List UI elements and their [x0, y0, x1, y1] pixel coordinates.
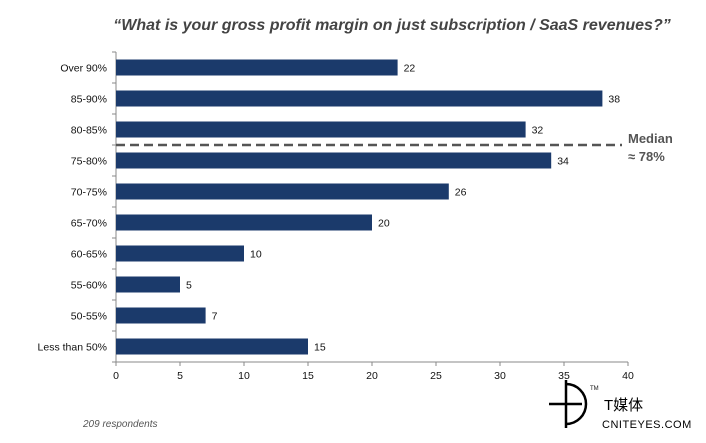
category-label: 80-85% — [71, 125, 107, 137]
bar-value-label: 15 — [314, 342, 326, 354]
category-label: Over 90% — [60, 63, 107, 75]
logo-name: T媒体 — [604, 397, 643, 414]
bar — [116, 214, 372, 231]
bar-value-label: 10 — [250, 249, 262, 261]
x-tick-label: 30 — [494, 370, 506, 382]
plot-area: Over 90% 22 85-90% 38 80-85% 32 75-80% 34 70-75%… — [38, 51, 634, 382]
category-label: Less than 50% — [38, 342, 107, 354]
category-label: 50-55% — [71, 311, 107, 323]
category-label: 60-65% — [71, 249, 107, 261]
bar — [116, 338, 308, 355]
x-tick-label: 15 — [302, 370, 314, 382]
bar-value-label: 5 — [186, 280, 192, 292]
crosshair-icon — [549, 380, 588, 428]
bar — [116, 245, 244, 262]
bar-value-label: 26 — [455, 187, 467, 199]
category-label: 70-75% — [71, 187, 107, 199]
bar-value-label: 34 — [557, 156, 569, 168]
bar-value-label: 22 — [404, 63, 416, 75]
median-label: Median — [628, 131, 673, 146]
x-tick-label: 40 — [622, 370, 634, 382]
bar-value-label: 7 — [212, 311, 218, 323]
watermark-logo: TM T媒体 CNITEYES.COM — [549, 380, 692, 431]
chart-title: “What is your gross profit margin on jus… — [113, 17, 670, 34]
x-tick-label: 25 — [430, 370, 442, 382]
bar — [116, 121, 526, 138]
category-label: 55-60% — [71, 280, 107, 292]
bar — [116, 90, 603, 107]
median-annotation: Median ≈ 78% — [116, 131, 673, 164]
logo-site: CNITEYES.COM — [602, 419, 692, 431]
x-tick-label: 20 — [366, 370, 378, 382]
x-tick-label: 5 — [177, 370, 183, 382]
bar — [116, 307, 206, 324]
bar-value-label: 32 — [532, 125, 544, 137]
bar — [116, 183, 449, 200]
bar — [116, 276, 180, 293]
bar-value-label: 20 — [378, 218, 390, 230]
trademark-mark: TM — [590, 386, 599, 392]
x-tick-label: 0 — [113, 370, 119, 382]
category-label: 65-70% — [71, 218, 107, 230]
bar-value-label: 38 — [608, 94, 620, 106]
category-label: 85-90% — [71, 94, 107, 106]
category-label: 75-80% — [71, 156, 107, 168]
x-tick-label: 10 — [238, 370, 250, 382]
median-value: ≈ 78% — [628, 149, 665, 164]
x-tick-label: 35 — [558, 370, 570, 382]
respondents-note: 209 respondents — [83, 419, 158, 430]
bar — [116, 59, 398, 76]
bar — [116, 152, 552, 169]
